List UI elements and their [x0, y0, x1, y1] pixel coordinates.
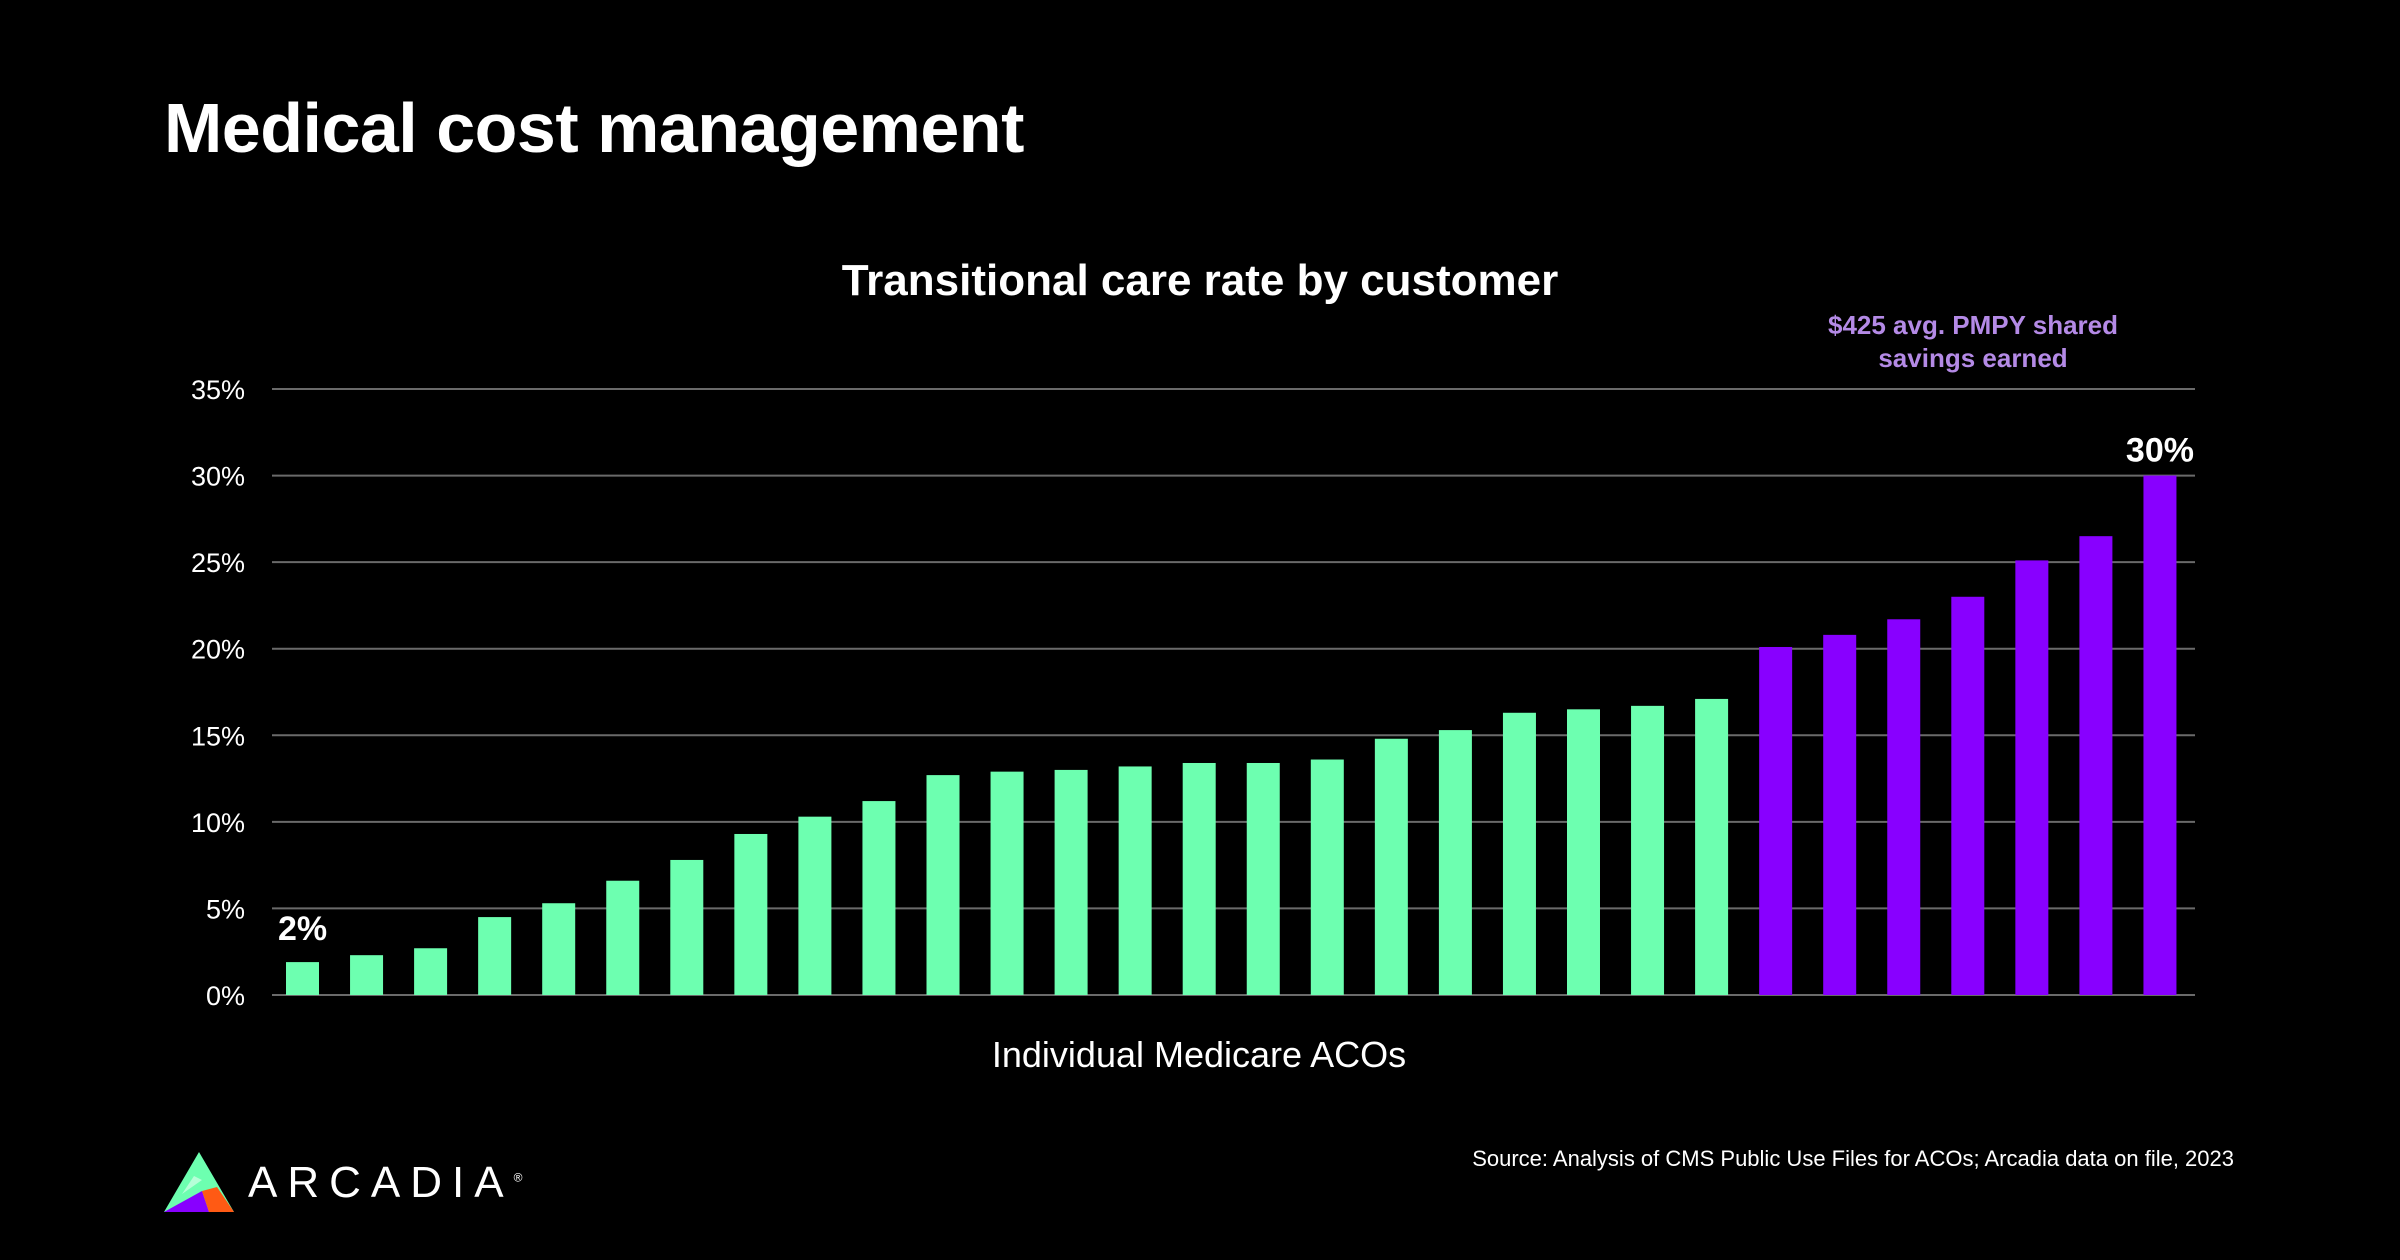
arcadia-logo-text: ARCADIA®	[248, 1158, 522, 1208]
registered-mark: ®	[513, 1170, 523, 1185]
bar-16	[1246, 762, 1280, 995]
y-tick-label: 20%	[191, 635, 245, 665]
bar-30	[2143, 475, 2177, 996]
bar-29	[2079, 536, 2113, 995]
data-label: 30%	[2126, 432, 2194, 470]
bar-15	[1182, 762, 1216, 995]
bar-24	[1759, 646, 1793, 995]
bar-21	[1567, 709, 1600, 995]
data-label: 2%	[278, 910, 327, 948]
bar-25	[1823, 634, 1857, 995]
bar-27	[1951, 596, 1985, 995]
bar-10	[862, 801, 896, 995]
bar-6	[606, 880, 640, 995]
bar-2	[350, 955, 384, 995]
y-tick-label: 30%	[191, 462, 245, 492]
bar-17	[1310, 759, 1344, 995]
source-note: Source: Analysis of CMS Public Use Files…	[1472, 1146, 2234, 1171]
bar-19	[1438, 730, 1472, 995]
x-axis-label: Individual Medicare ACOs	[992, 1034, 1406, 1075]
y-tick-label: 25%	[191, 548, 245, 578]
bar-14	[1118, 766, 1152, 995]
arcadia-logo-icon	[164, 1152, 234, 1212]
bar-4	[478, 917, 512, 995]
chart-title: Transitional care rate by customer	[842, 256, 1559, 305]
gridlines	[272, 388, 2195, 996]
y-tick-label: 0%	[206, 981, 245, 1011]
y-tick-label: 35%	[191, 375, 245, 405]
annotation-line-1: $425 avg. PMPY shared	[1828, 310, 2118, 340]
bar-7	[670, 859, 704, 995]
bar-28	[2015, 560, 2049, 995]
bar-11	[926, 775, 960, 995]
y-axis-ticks: 0% 5% 10% 15% 20% 25% 30% 35%	[191, 375, 245, 1011]
bar-9	[798, 816, 832, 995]
bar-1	[286, 962, 319, 995]
bar-13	[1054, 769, 1088, 995]
bar-26	[1887, 619, 1921, 995]
arcadia-logo: ARCADIA®	[164, 1152, 522, 1214]
bar-5	[542, 903, 576, 995]
y-tick-label: 10%	[191, 808, 245, 838]
y-tick-label: 15%	[191, 721, 245, 751]
page-title: Medical cost management	[164, 89, 1024, 167]
bar-23	[1695, 698, 1729, 995]
data-labels: 2% 30%	[278, 432, 2194, 949]
bar-3	[414, 948, 448, 995]
bars	[286, 475, 2177, 996]
bar-12	[990, 771, 1024, 995]
bar-20	[1502, 712, 1536, 995]
bar-18	[1374, 738, 1408, 995]
bar-22	[1631, 705, 1665, 995]
y-tick-label: 5%	[206, 894, 245, 924]
bar-8	[734, 833, 768, 995]
logo-wordmark: ARCADIA	[248, 1158, 514, 1207]
annotation-line-2: savings earned	[1878, 343, 2067, 373]
